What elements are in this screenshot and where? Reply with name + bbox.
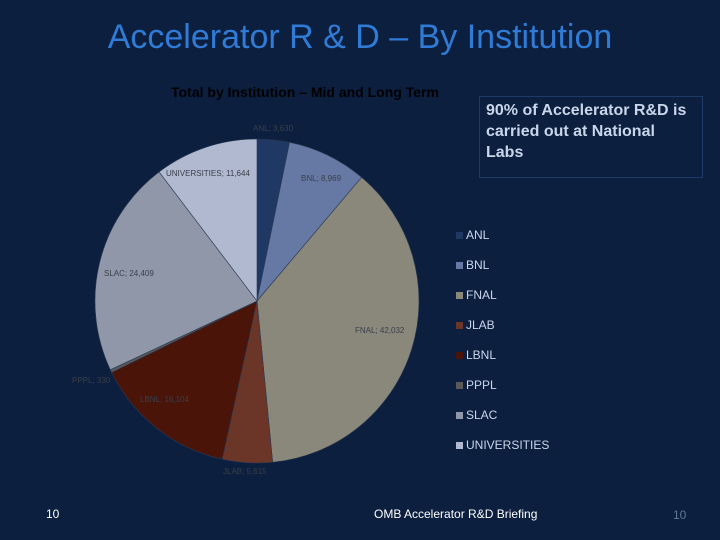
data-label-anl: ANL; 3,630: [253, 124, 294, 133]
legend-item-fnal: FNAL: [456, 288, 497, 302]
pie-slice-slac: [94, 171, 258, 371]
chart-title: Total by Institution – Mid and Long Term: [171, 84, 439, 100]
data-label-lbnl: LBNL; 16,104: [140, 395, 189, 404]
legend-item-universities: UNIVERSITIES: [456, 438, 549, 452]
pie-slice-fnal: [256, 176, 420, 463]
legend-label: UNIVERSITIES: [466, 438, 550, 452]
legend-swatch: [456, 412, 463, 420]
legend-item-anl: ANL: [456, 228, 489, 242]
data-label-bnl: BNL; 8,969: [301, 174, 342, 183]
data-label-universities: UNIVERSITIES; 11,644: [166, 169, 250, 178]
legend-label: FNAL: [466, 288, 497, 302]
callout-box: 90% of Accelerator R&D is carried out at…: [479, 96, 703, 178]
legend-swatch: [456, 232, 463, 240]
pie-slice-universities: [158, 138, 258, 302]
legend-swatch: [456, 292, 463, 300]
data-label-fnal: FNAL; 42,032: [355, 326, 405, 335]
legend-swatch: [456, 442, 463, 450]
legend-swatch: [456, 322, 463, 330]
legend-item-lbnl: LBNL: [456, 348, 496, 362]
legend-label: JLAB: [466, 318, 495, 332]
footer-caption: OMB Accelerator R&D Briefing: [374, 507, 538, 521]
legend-swatch: [456, 352, 463, 360]
footer-page-number: 10: [673, 508, 687, 522]
legend-item-jlab: JLAB: [456, 318, 495, 332]
footer-slide-number: 10: [46, 507, 60, 521]
legend-swatch: [456, 382, 463, 390]
legend-label: BNL: [466, 258, 490, 272]
data-label-slac: SLAC; 24,409: [104, 269, 154, 278]
legend-item-pppl: PPPL: [456, 378, 497, 392]
legend-label: PPPL: [466, 378, 497, 392]
legend-swatch: [456, 262, 463, 270]
legend-label: LBNL: [466, 348, 497, 362]
data-label-jlab: JLAB; 5,615: [223, 467, 267, 476]
legend-item-slac: SLAC: [456, 408, 497, 422]
data-label-pppl: PPPL; 330: [72, 376, 111, 385]
slide-title: Accelerator R & D – By Institution: [107, 18, 613, 56]
pie-slice-lbnl: [111, 300, 258, 460]
legend-label: SLAC: [466, 408, 498, 422]
legend-item-bnl: BNL: [456, 258, 489, 272]
legend-label: ANL: [466, 228, 490, 242]
